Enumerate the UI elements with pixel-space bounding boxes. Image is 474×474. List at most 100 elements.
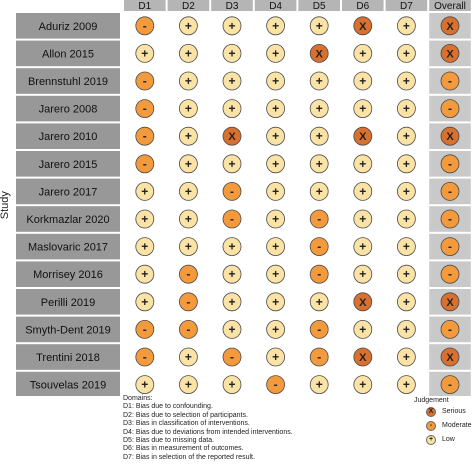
- header-cell-overall: [429, 0, 471, 11]
- judgement-low-icon: [353, 154, 373, 174]
- judgement-symbol: +: [228, 240, 235, 254]
- low-judgement-icon: +: [426, 435, 436, 446]
- judgement-low-icon: [135, 375, 155, 395]
- judgement-low-icon: [222, 292, 242, 312]
- judgement-low-icon: [178, 209, 198, 229]
- header-label-d4: D4: [269, 1, 282, 12]
- judgement-symbol: +: [359, 184, 366, 198]
- judgement-low-icon: [396, 16, 416, 36]
- judgement-symbol: -: [230, 350, 234, 364]
- judgement-symbol: +: [403, 19, 410, 33]
- row-label-bg: [16, 40, 120, 67]
- judgement-low-icon: [222, 44, 242, 63]
- judgement-symbol: +: [272, 46, 279, 60]
- judgement-moderate-icon: [440, 319, 460, 339]
- judgement-low-icon: [309, 375, 329, 395]
- judgement-low-icon: [222, 264, 242, 284]
- judgement-symbol: +: [272, 74, 279, 88]
- judgement-symbol: +: [316, 295, 323, 309]
- judgement-moderate-icon: [440, 375, 460, 395]
- judgement-low-icon: [178, 44, 198, 63]
- judgement-symbol: +: [403, 295, 410, 309]
- judgement-low-icon: [222, 99, 242, 118]
- judgement-legend-serious: X Serious: [414, 405, 474, 419]
- judgement-low-icon: [309, 99, 329, 118]
- judgement-symbol: X: [359, 131, 367, 143]
- judgement-symbol: -: [143, 157, 147, 171]
- judgement-symbol: -: [448, 378, 452, 392]
- judgement-moderate-icon: [135, 16, 155, 36]
- judgement-symbol: -: [448, 157, 452, 171]
- judgement-low-icon: [396, 71, 416, 91]
- judgement-symbol: +: [141, 184, 148, 198]
- study-label: Tsouvelas 2019: [30, 380, 106, 392]
- judgement-low-icon: [396, 154, 416, 174]
- header-label-d1: D1: [138, 1, 151, 12]
- judgement-low-icon: [353, 44, 373, 63]
- row-label-bg: [16, 68, 120, 94]
- judgement-symbol: +: [185, 129, 192, 143]
- judgement-low-icon: [353, 181, 373, 201]
- judgement-low-icon: [266, 264, 286, 284]
- judgement-low-icon: [178, 347, 198, 367]
- row-label-bg: [16, 233, 120, 260]
- judgement-low-icon: [353, 319, 373, 339]
- judgement-symbol: +: [141, 267, 148, 281]
- row-label-bg: [16, 316, 120, 343]
- judgement-legend-moderate: - Moderate: [414, 419, 474, 433]
- judgement-low-icon: [309, 71, 329, 91]
- judgement-moderate-icon: [178, 264, 198, 284]
- judgement-moderate-icon: [135, 154, 155, 174]
- header-cell-d6: [342, 0, 384, 11]
- study-label: Jarero 2017: [39, 186, 98, 198]
- study-label: Maslovaric 2017: [28, 242, 108, 254]
- judgement-symbol: +: [403, 102, 410, 116]
- judgement-symbol: +: [359, 267, 366, 281]
- judgement-low-icon: [222, 16, 242, 36]
- judgement-symbol: +: [185, 74, 192, 88]
- judgement-serious-icon: [440, 347, 460, 367]
- header-cell-d2: [167, 0, 210, 11]
- traffic-light-plot: Study D1 D2 D3 D4 D5 D6 D7 Overall Aduriz 2009 - + +…: [0, 0, 471, 398]
- study-label: Aduriz 2009: [39, 21, 98, 33]
- judgement-symbol: -: [448, 240, 452, 254]
- header-label-overall: Overall: [434, 1, 466, 12]
- judgement-symbol: -: [186, 322, 190, 336]
- row-label-bg: [16, 261, 120, 287]
- judgement-symbol: +: [185, 378, 192, 392]
- judgement-symbol: +: [185, 240, 192, 254]
- judgement-serious-icon: [353, 126, 373, 146]
- judgement-symbol: +: [228, 378, 235, 392]
- judgement-symbol: +: [272, 129, 279, 143]
- judgement-symbol: +: [316, 129, 323, 143]
- judgement-moderate-icon: [135, 126, 155, 146]
- judgement-symbol: +: [228, 322, 235, 336]
- judgement-serious-icon: [353, 292, 373, 312]
- judgement-low-icon: [178, 99, 198, 118]
- judgement-symbol: +: [403, 378, 410, 392]
- judgement-moderate-icon: [222, 209, 242, 229]
- judgement-symbol: -: [317, 322, 321, 336]
- judgement-low-icon: [266, 99, 286, 118]
- moderate-judgement-icon: -: [426, 421, 436, 432]
- judgement-symbol: -: [143, 350, 147, 364]
- judgement-symbol: +: [272, 295, 279, 309]
- judgement-low-icon: [222, 375, 242, 395]
- domains-legend-d2: D2: Bias due to selection of participant…: [123, 411, 248, 419]
- judgement-symbol: -: [186, 267, 190, 281]
- row-label-bg: [16, 371, 120, 398]
- judgement-symbol: +: [185, 212, 192, 226]
- judgement-symbol: +: [185, 184, 192, 198]
- judgement-low-icon: [135, 264, 155, 284]
- judgement-symbol: -: [448, 102, 452, 116]
- judgement-moderate-icon: [135, 347, 155, 367]
- judgement-symbol: X: [446, 131, 454, 143]
- judgement-symbol: +: [359, 74, 366, 88]
- judgement-low-icon: [396, 292, 416, 312]
- judgement-symbol: -: [143, 19, 147, 33]
- judgement-symbol: +: [359, 240, 366, 254]
- judgement-low-icon: [353, 264, 373, 284]
- judgement-low-icon: [353, 71, 373, 91]
- judgement-symbol: +: [272, 240, 279, 254]
- judgement-moderate-icon: [440, 237, 460, 257]
